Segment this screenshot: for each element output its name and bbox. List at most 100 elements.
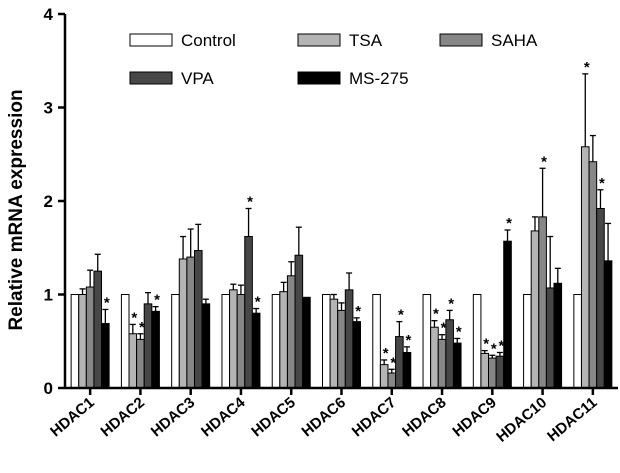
significance-star: * (599, 175, 605, 192)
x-tick-label: HDAC7 (349, 394, 400, 440)
significance-star: * (104, 294, 110, 311)
bar-saha-hdac2 (136, 338, 145, 389)
bar-group-hdac11: ** (573, 59, 613, 389)
bar-control-hdac1 (70, 294, 80, 389)
x-tick-label: HDAC5 (248, 394, 299, 440)
bar-group-hdac2: *** (120, 292, 160, 389)
y-tick-label: 3 (44, 99, 53, 118)
bar-group-hdac9: * * ** (472, 215, 512, 389)
bar-group-hdac3 (171, 223, 211, 389)
bar-group-hdac1: * (70, 253, 110, 389)
significance-star: * (406, 332, 412, 349)
significance-star: * (247, 193, 253, 210)
significance-star: * (398, 307, 404, 324)
legend-swatch (297, 33, 341, 47)
significance-star: * (139, 319, 145, 336)
bar-ms-275-hdac7 (402, 351, 412, 389)
legend-item-tsa: TSA (297, 31, 383, 50)
bar-control-hdac6 (322, 294, 331, 389)
bar-group-hdac7: **** (372, 294, 412, 389)
y-tick-label: 0 (44, 379, 53, 398)
bar-saha-hdac3 (186, 256, 195, 389)
legend-label: VPA (181, 69, 214, 88)
bar-tsa-hdac3 (178, 258, 188, 389)
bar-tsa-hdac2 (128, 333, 138, 389)
significance-star: * (491, 340, 497, 357)
bar-control-hdac4 (221, 294, 231, 389)
bar-tsa-hdac8 (430, 326, 439, 389)
bar-vpa-hdac7 (395, 336, 404, 389)
legend-swatch (129, 71, 173, 85)
y-tick-label: 4 (44, 5, 54, 24)
bar-tsa-hdac7 (379, 364, 389, 389)
bar-control-hdac11 (573, 294, 582, 389)
bar-ms-275-hdac6 (352, 321, 361, 389)
bar-control-hdac2 (120, 294, 130, 389)
significance-star: * (255, 294, 261, 311)
bar-groups: **************** * ***** (70, 59, 613, 389)
bar-saha-hdac5 (286, 275, 296, 389)
bar-group-hdac6: * (322, 272, 361, 389)
bar-tsa-hdac11 (580, 146, 590, 389)
x-tick-label: HDAC8 (399, 394, 450, 440)
bar-saha-hdac1 (85, 286, 95, 389)
y-tick-label: 1 (44, 286, 53, 305)
bar-tsa-hdac4 (229, 289, 238, 389)
bar-ms-275-hdac1 (101, 322, 110, 389)
bar-saha-hdac4 (236, 294, 246, 389)
bar-ms-275-hdac10 (553, 282, 563, 389)
bar-group-hdac8: **** (422, 294, 462, 389)
x-tick-label: HDAC6 (299, 394, 350, 440)
y-axis-title: Relative mRNA expression (6, 89, 27, 330)
significance-star: * (456, 323, 462, 340)
bar-vpa-hdac1 (93, 270, 103, 389)
bar-saha-hdac9 (488, 357, 497, 389)
significance-star: * (433, 306, 439, 323)
bar-ms-275-hdac3 (201, 303, 211, 389)
bar-ms-275-hdac4 (251, 312, 261, 389)
significance-star: * (541, 153, 547, 170)
bar-vpa-hdac5 (294, 254, 304, 389)
legend: Control TSA SAHA VPA MS-275 (129, 31, 538, 88)
legend-item-ms-275: MS-275 (297, 69, 409, 88)
x-tick-label: HDAC4 (198, 394, 249, 441)
legend-label: TSA (349, 31, 383, 50)
bar-group-hdac4: ** (221, 193, 261, 389)
bar-group-hdac5 (271, 226, 311, 389)
significance-star: * (355, 303, 361, 320)
significance-star: * (483, 336, 489, 353)
bar-vpa-hdac4 (244, 236, 253, 389)
bar-tsa-hdac1 (78, 294, 87, 389)
bar-ms-275-hdac2 (151, 310, 160, 389)
legend-label: Control (181, 31, 236, 50)
significance-star: * (131, 309, 137, 326)
bar-tsa-hdac10 (530, 230, 540, 389)
y-tick-label: 2 (44, 192, 53, 211)
bar-tsa-hdac6 (329, 298, 339, 389)
legend-item-saha: SAHA (439, 31, 538, 50)
bar-vpa-hdac10 (545, 287, 555, 389)
legend-swatch (129, 33, 173, 47)
significance-star: * (448, 295, 454, 312)
bar-saha-hdac8 (437, 338, 447, 389)
significance-star: * (584, 59, 590, 76)
bar-saha-hdac7 (387, 372, 397, 389)
x-tick-label: HDAC11 (544, 394, 600, 445)
bar-saha-hdac11 (588, 161, 598, 389)
bar-tsa-hdac9 (480, 352, 490, 389)
bar-ms-275-hdac8 (452, 342, 462, 389)
bar-control-hdac9 (472, 294, 482, 389)
bar-control-hdac5 (271, 294, 281, 389)
x-tick-label: HDAC1 (47, 394, 98, 440)
bar-control-hdac8 (422, 294, 432, 389)
legend-item-vpa: VPA (129, 69, 214, 88)
legend-label: SAHA (491, 31, 538, 50)
bar-ms-275-hdac9 (503, 240, 512, 389)
bar-control-hdac10 (523, 294, 532, 389)
bar-vpa-hdac6 (344, 289, 354, 389)
bar-vpa-hdac8 (445, 319, 454, 389)
bar-ms-275-hdac5 (302, 296, 311, 389)
bar-group-hdac10: * (523, 153, 563, 389)
significance-star: * (390, 354, 396, 371)
